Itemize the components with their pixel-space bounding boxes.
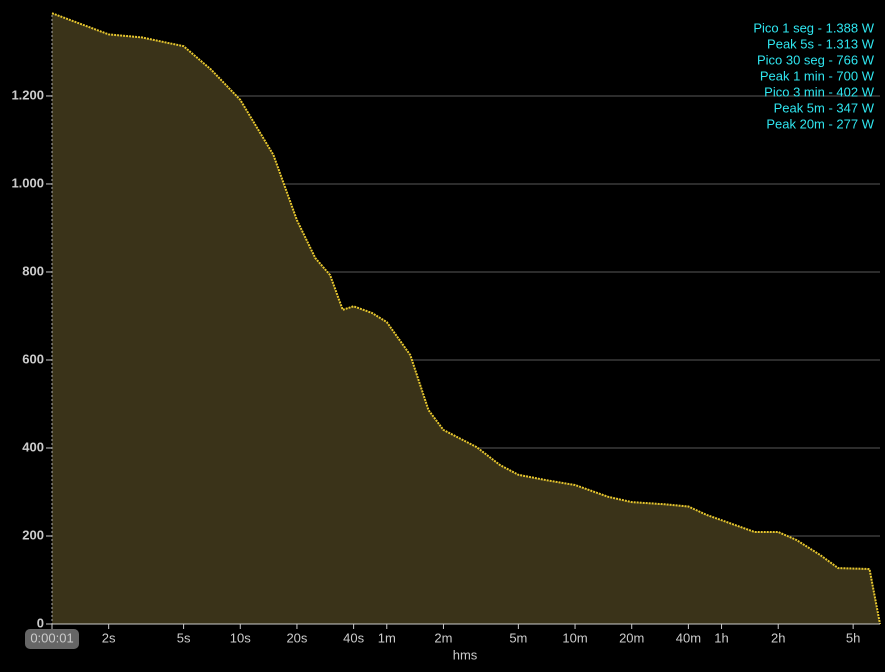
x-tick-label: 10m bbox=[562, 630, 587, 645]
x-tick-label: 2m bbox=[434, 630, 452, 645]
legend-text: Peak 20m - 277 W bbox=[766, 116, 874, 131]
legend-text: Peak 5m - 347 W bbox=[774, 100, 875, 115]
x-tick-label: 0:00:01 bbox=[30, 630, 73, 645]
legend-text: Pico 1 seg - 1.388 W bbox=[753, 20, 874, 35]
x-tick-label: 20m bbox=[619, 630, 644, 645]
x-tick-label: 10s bbox=[230, 630, 251, 645]
y-tick-label: 400 bbox=[22, 439, 44, 454]
x-tick-label: 5m bbox=[509, 630, 527, 645]
x-tick-label: 20s bbox=[286, 630, 307, 645]
x-tick-label: 40m bbox=[676, 630, 701, 645]
x-tick-label: 1m bbox=[378, 630, 396, 645]
y-tick-label: 600 bbox=[22, 351, 44, 366]
y-tick-label: 200 bbox=[22, 527, 44, 542]
line bbox=[51, 12, 881, 625]
x-tick-label: 40s bbox=[343, 630, 364, 645]
x-tick-label: 5s bbox=[177, 630, 191, 645]
legend-text: Pico 3 min - 402 W bbox=[764, 84, 875, 99]
legend-text: Peak 1 min - 700 W bbox=[760, 68, 875, 83]
x-tick-label: 1h bbox=[714, 630, 728, 645]
legend-text: Pico 30 seg - 766 W bbox=[757, 52, 875, 67]
x-tick-label: 2h bbox=[771, 630, 785, 645]
legend-text: Peak 5s - 1.313 W bbox=[767, 36, 875, 51]
area bbox=[52, 13, 880, 624]
x-tick-highlight bbox=[25, 629, 79, 649]
y-tick-label: 1.200 bbox=[11, 87, 44, 102]
x-tick-label: 5h bbox=[846, 630, 860, 645]
y-tick-label: 1.000 bbox=[11, 175, 44, 190]
x-tick-label: 2s bbox=[102, 630, 116, 645]
x-axis-label: hms bbox=[453, 647, 478, 662]
y-tick-label: 0 bbox=[37, 615, 44, 630]
y-tick-label: 800 bbox=[22, 263, 44, 278]
